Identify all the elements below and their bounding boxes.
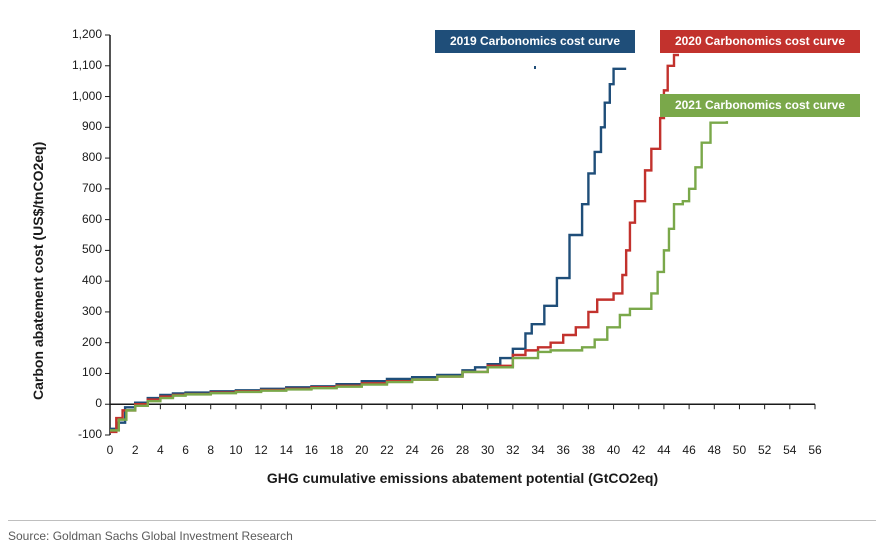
- y-tick-label: 500: [62, 242, 102, 256]
- x-tick-label: 28: [453, 443, 473, 457]
- y-tick-label: 400: [62, 273, 102, 287]
- y-tick-label: 700: [62, 181, 102, 195]
- x-tick-label: 38: [578, 443, 598, 457]
- legend-s2019: 2019 Carbonomics cost curve: [435, 30, 635, 53]
- x-tick-label: 18: [327, 443, 347, 457]
- x-tick-label: 22: [377, 443, 397, 457]
- series-s2020: [110, 55, 679, 432]
- x-tick-label: 20: [352, 443, 372, 457]
- y-tick-label: 1,000: [62, 89, 102, 103]
- legend-s2021: 2021 Carbonomics cost curve: [660, 94, 860, 117]
- x-tick-label: 42: [629, 443, 649, 457]
- x-tick-label: 56: [805, 443, 825, 457]
- x-tick-label: 54: [780, 443, 800, 457]
- x-tick-label: 46: [679, 443, 699, 457]
- x-tick-label: 44: [654, 443, 674, 457]
- y-tick-label: 1,100: [62, 58, 102, 72]
- x-tick-label: 26: [427, 443, 447, 457]
- series-s2019: [110, 69, 626, 429]
- y-tick-label: 100: [62, 365, 102, 379]
- legend-s2020: 2020 Carbonomics cost curve: [660, 30, 860, 53]
- x-tick-label: 6: [176, 443, 196, 457]
- y-tick-label: 1,200: [62, 27, 102, 41]
- x-tick-label: 40: [604, 443, 624, 457]
- chart-container: { "chart": { "type": "line-step", "backg…: [0, 0, 884, 549]
- y-tick-label: 600: [62, 212, 102, 226]
- x-tick-label: 32: [503, 443, 523, 457]
- x-tick-label: 2: [125, 443, 145, 457]
- y-tick-label: 300: [62, 304, 102, 318]
- legend-connector-s2019: [534, 66, 536, 69]
- source-separator: [8, 520, 876, 521]
- x-tick-label: 14: [276, 443, 296, 457]
- x-tick-label: 30: [478, 443, 498, 457]
- x-tick-label: 8: [201, 443, 221, 457]
- x-tick-label: 4: [150, 443, 170, 457]
- y-tick-label: 800: [62, 150, 102, 164]
- y-tick-label: 0: [62, 396, 102, 410]
- x-tick-label: 52: [755, 443, 775, 457]
- x-tick-label: 0: [100, 443, 120, 457]
- y-tick-label: 200: [62, 335, 102, 349]
- series-s2021: [110, 121, 727, 430]
- x-tick-label: 50: [729, 443, 749, 457]
- y-tick-label: -100: [62, 427, 102, 441]
- x-tick-label: 16: [301, 443, 321, 457]
- x-tick-label: 12: [251, 443, 271, 457]
- plot-svg: [0, 0, 884, 500]
- x-tick-label: 36: [553, 443, 573, 457]
- x-tick-label: 48: [704, 443, 724, 457]
- x-tick-label: 24: [402, 443, 422, 457]
- y-tick-label: 900: [62, 119, 102, 133]
- x-tick-label: 34: [528, 443, 548, 457]
- source-note: Source: Goldman Sachs Global Investment …: [8, 529, 293, 543]
- x-tick-label: 10: [226, 443, 246, 457]
